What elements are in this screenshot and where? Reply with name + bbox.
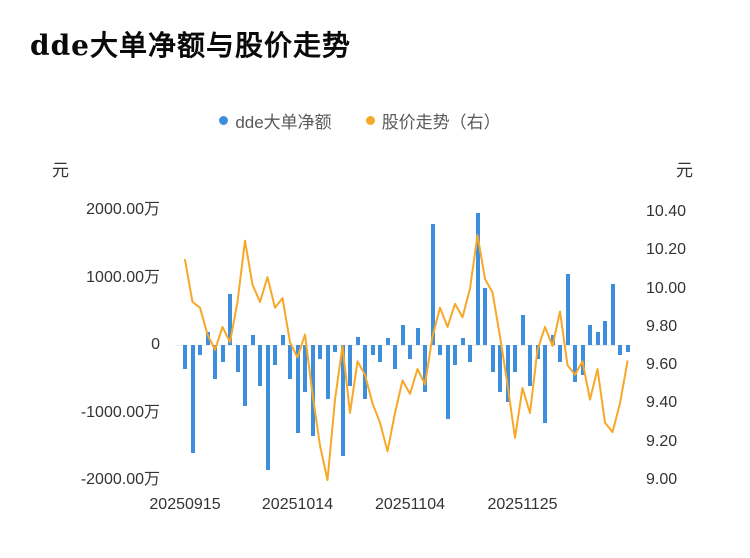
bar [265, 345, 270, 470]
bar [520, 314, 525, 345]
y-axis-tick-right: 9.80 [646, 317, 678, 335]
legend-label-price: 股价走势（右） [381, 113, 501, 132]
legend: dde大单净额 股价走势（右） [0, 108, 720, 133]
bar [453, 345, 457, 366]
bar [618, 345, 622, 356]
bar [603, 321, 607, 345]
y-axis-tick-right: 9.20 [646, 432, 678, 450]
legend-dot-blue-icon [219, 116, 229, 125]
y-axis-tick-left: -2000.00万 [80, 471, 160, 488]
bar [318, 345, 322, 359]
bar [348, 345, 352, 386]
bar [580, 345, 585, 376]
y-axis-tick-left: 2000.00万 [86, 201, 160, 218]
bar [423, 345, 427, 393]
bar [198, 345, 202, 356]
bar [415, 328, 420, 345]
bar [625, 345, 630, 352]
y-axis-tick-right: 10.00 [646, 279, 687, 297]
bar [220, 345, 225, 362]
bar [288, 345, 292, 379]
y-axis-tick-right: 9.40 [646, 394, 678, 412]
bar [205, 331, 210, 345]
bar [430, 223, 435, 345]
legend-label-net-amount: dde大单净额 [235, 113, 332, 132]
bar [610, 284, 615, 345]
bar [550, 334, 555, 345]
bar [333, 345, 337, 352]
legend-item-net-amount[interactable]: dde大单净额 [219, 108, 332, 133]
bar [310, 345, 315, 437]
bar [535, 345, 540, 359]
bar [258, 345, 262, 386]
bar [468, 345, 472, 362]
bar [385, 338, 390, 345]
legend-item-price[interactable]: 股价走势（右） [365, 108, 501, 133]
bar [190, 345, 195, 453]
bar [363, 345, 367, 399]
left-axis-unit: 元 [52, 161, 69, 180]
y-axis-tick-right: 9.60 [646, 356, 678, 374]
right-axis-unit: 元 [676, 161, 693, 180]
x-axis-label: 20251104 [375, 496, 445, 513]
bar [460, 338, 465, 345]
bar [483, 287, 487, 345]
bar [295, 345, 300, 433]
bar [528, 345, 532, 386]
x-axis-label: 20250915 [149, 496, 221, 513]
bar [228, 294, 232, 345]
y-axis-tick-right: 10.40 [646, 203, 687, 220]
bar [565, 274, 570, 345]
bar [498, 345, 502, 393]
bar [280, 334, 285, 345]
bar [183, 345, 187, 369]
bar [438, 345, 442, 356]
bar [400, 324, 405, 345]
bar [573, 345, 577, 383]
x-axis-label: 20251125 [487, 496, 558, 513]
bar [250, 334, 255, 345]
bar [273, 345, 277, 366]
bar [235, 345, 240, 372]
legend-dot-orange-icon [365, 116, 375, 125]
y-axis-tick-left: -1000.00万 [80, 403, 160, 421]
bar [490, 345, 495, 372]
y-axis-tick-left: 1000.00万 [86, 268, 160, 286]
bar [243, 345, 247, 406]
bar [393, 345, 397, 369]
y-axis-tick-right: 9.00 [646, 471, 678, 488]
bar [505, 345, 510, 403]
bar [558, 345, 562, 362]
bar [213, 345, 217, 379]
y-axis-tick-right: 10.20 [646, 241, 687, 259]
bar [340, 345, 345, 457]
y-axis-tick-left: 0 [151, 336, 160, 353]
bar [595, 331, 600, 345]
bar [370, 345, 375, 356]
page-title: dde大单净额与股价走势 [30, 29, 351, 62]
x-axis-label: 20251014 [261, 496, 334, 513]
bar [543, 345, 547, 423]
bar [588, 324, 592, 345]
bar [408, 345, 412, 359]
bar [475, 213, 480, 345]
bar [378, 345, 382, 362]
bar [513, 345, 517, 372]
bar [445, 345, 450, 420]
bar [325, 345, 330, 399]
bar [355, 336, 360, 345]
bar [303, 345, 307, 393]
